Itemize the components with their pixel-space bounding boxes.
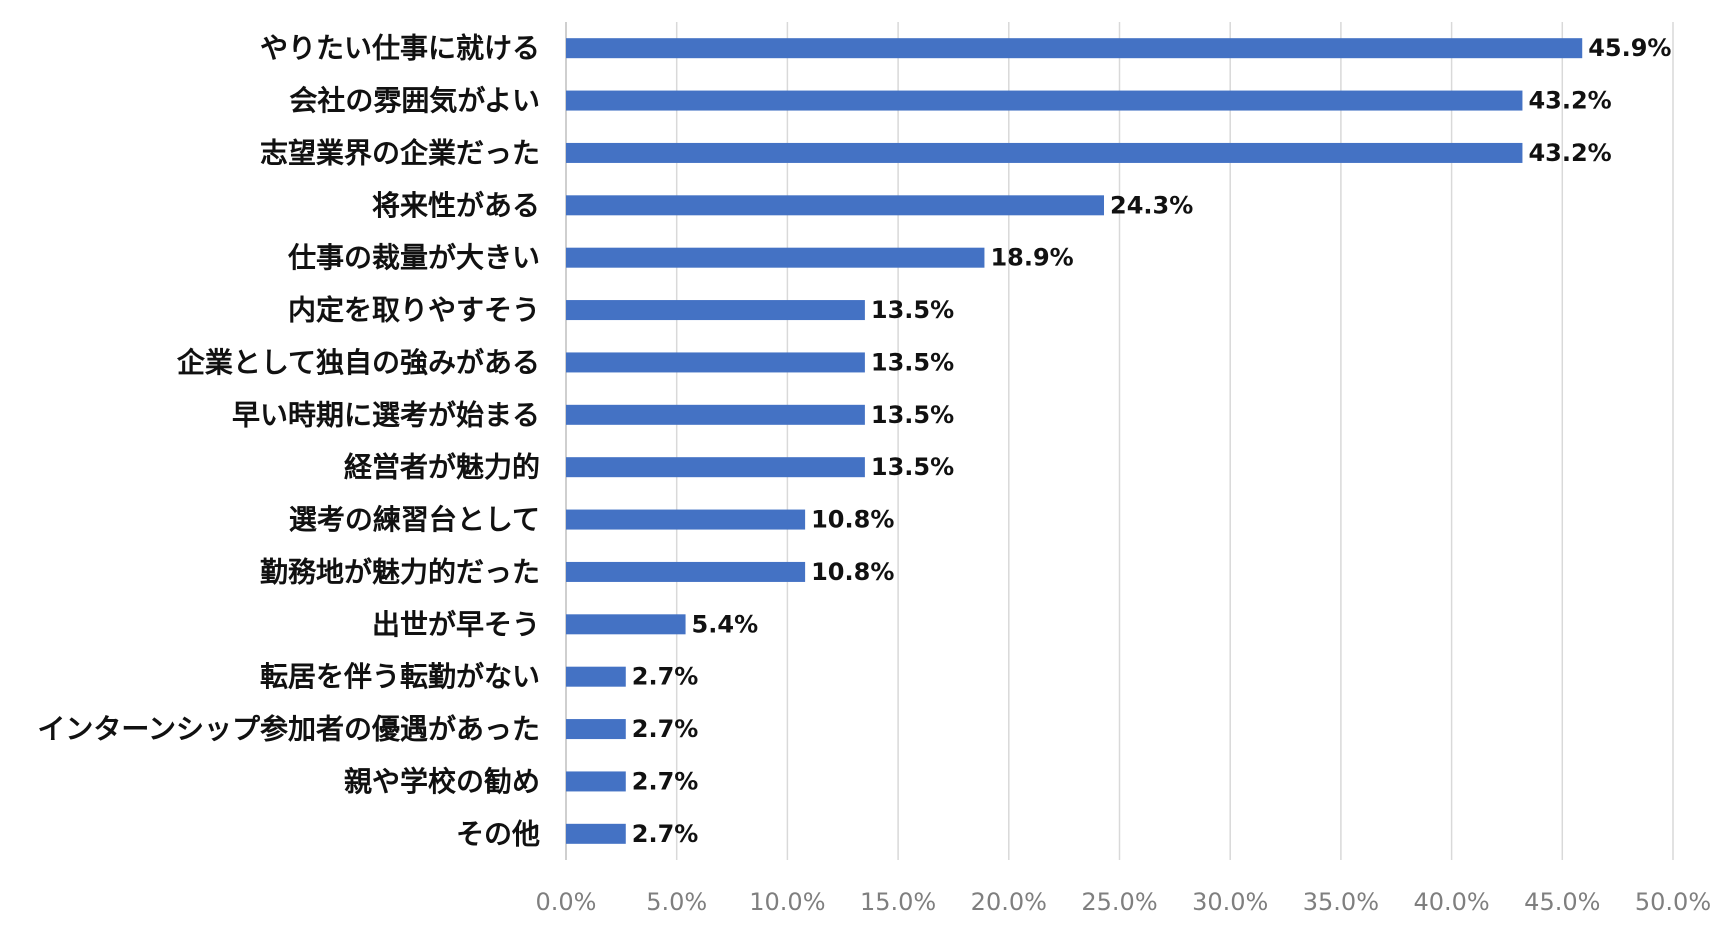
data-label: 24.3%: [1110, 191, 1193, 219]
x-tick-label: 10.0%: [749, 888, 825, 916]
category-label: 出世が早そう: [372, 608, 540, 641]
category-label: 志望業界の企業だった: [260, 136, 540, 169]
data-label: 13.5%: [871, 453, 954, 481]
bar: [566, 823, 626, 844]
bar: [566, 90, 1523, 111]
bar: [566, 614, 686, 635]
bar: [566, 509, 806, 530]
bar: [566, 771, 626, 792]
x-tick-label: 5.0%: [646, 888, 707, 916]
bar: [566, 719, 626, 740]
bar: [566, 300, 865, 321]
category-label: その他: [456, 817, 540, 850]
data-label: 13.5%: [871, 401, 954, 429]
data-label: 10.8%: [811, 506, 894, 534]
data-label: 43.2%: [1528, 139, 1611, 167]
bars: [566, 38, 1583, 844]
bar: [566, 457, 865, 478]
bar: [566, 38, 1583, 59]
category-labels: やりたい仕事に就ける会社の雰囲気がよい志望業界の企業だった将来性がある仕事の裁量…: [37, 32, 540, 851]
category-label: インターンシップ参加者の優遇があった: [37, 713, 540, 746]
data-label: 5.4%: [692, 610, 759, 638]
data-label: 2.7%: [632, 820, 699, 848]
data-label: 18.9%: [990, 244, 1073, 272]
data-label: 2.7%: [632, 715, 699, 743]
data-labels: 45.9% 43.2% 43.2% 24.3% 18.9% 13.5% 13.5% 13.5%…: [632, 34, 1672, 848]
bar: [566, 666, 626, 687]
category-label: 勤務地が魅力的だった: [260, 555, 540, 588]
category-label: 経営者が魅力的: [344, 451, 540, 484]
x-tick-label: 50.0%: [1635, 888, 1711, 916]
x-tick-label: 45.0%: [1524, 888, 1600, 916]
x-tick-label: 35.0%: [1303, 888, 1379, 916]
data-label: 45.9%: [1588, 34, 1671, 62]
data-label: 10.8%: [811, 558, 894, 586]
x-tick-label: 40.0%: [1413, 888, 1489, 916]
category-label: 早い時期に選考が始まる: [232, 398, 540, 431]
bar: [566, 404, 865, 425]
x-tick-label: 20.0%: [971, 888, 1047, 916]
data-label: 2.7%: [632, 663, 699, 691]
category-label: 将来性がある: [372, 189, 540, 222]
data-label: 2.7%: [632, 767, 699, 795]
data-label: 13.5%: [871, 296, 954, 324]
data-label: 43.2%: [1528, 87, 1611, 115]
bar: [566, 561, 806, 582]
x-tick-label: 15.0%: [860, 888, 936, 916]
category-label: 会社の雰囲気がよい: [289, 84, 540, 117]
data-label: 13.5%: [871, 348, 954, 376]
x-tick-label: 25.0%: [1081, 888, 1157, 916]
bar: [566, 247, 985, 268]
x-axis-tick-labels: 0.0% 5.0% 10.0% 15.0% 20.0% 25.0% 30.0% 35.0% 40…: [536, 888, 1712, 916]
category-label: 選考の練習台として: [289, 503, 540, 536]
bar: [566, 195, 1105, 216]
x-tick-label: 30.0%: [1192, 888, 1268, 916]
category-label: やりたい仕事に就ける: [260, 32, 540, 65]
bar: [566, 142, 1523, 163]
category-label: 内定を取りやすそう: [288, 294, 540, 327]
bar: [566, 352, 865, 373]
category-label: 親や学校の勧め: [344, 765, 540, 798]
category-label: 仕事の裁量が大きい: [287, 241, 540, 274]
category-label: 企業として独自の強みがある: [177, 346, 540, 379]
x-tick-label: 0.0%: [536, 888, 597, 916]
category-label: 転居を伴う転勤がない: [260, 660, 540, 693]
